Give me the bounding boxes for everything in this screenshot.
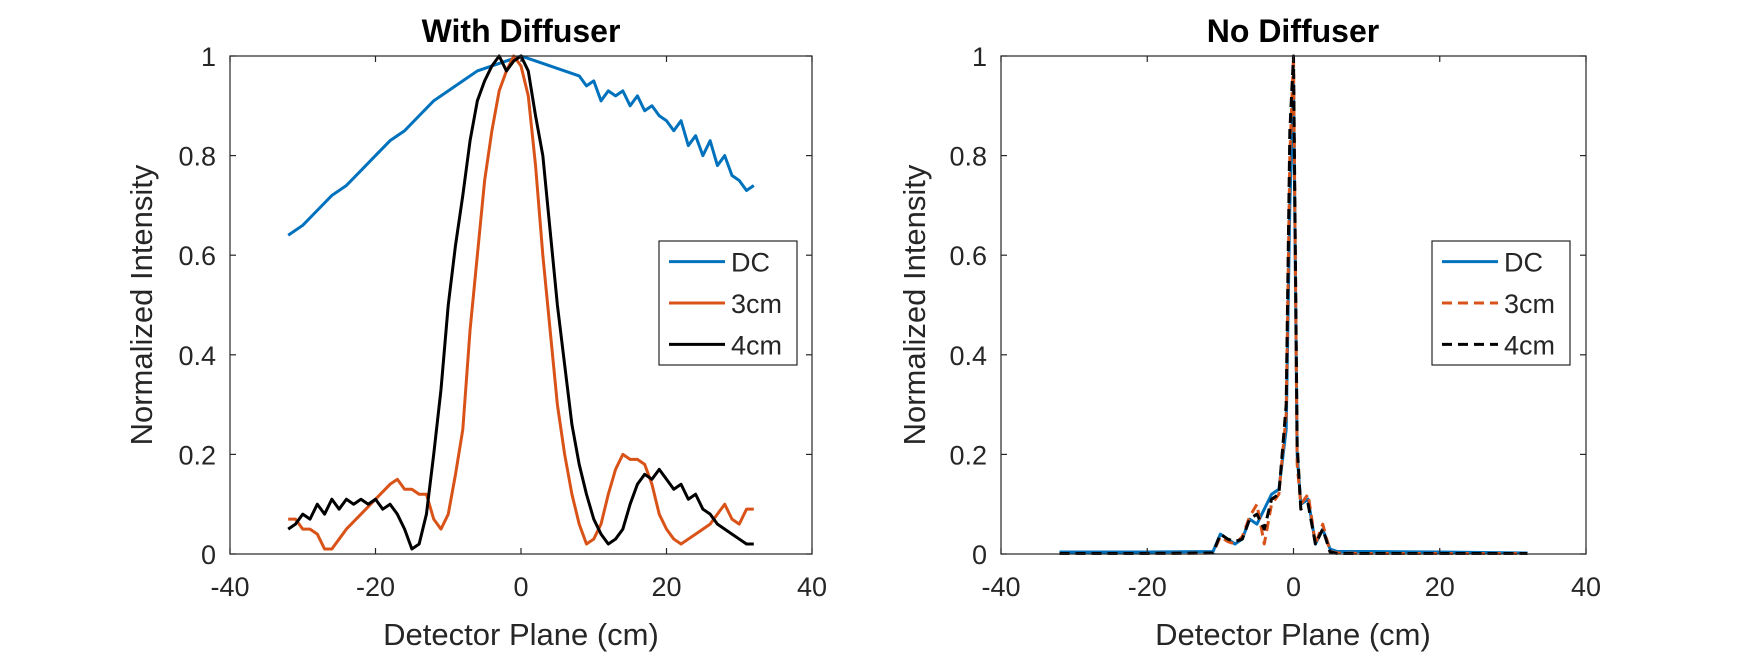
y-tick-label: 0.2 xyxy=(178,440,216,470)
chart-title: With Diffuser xyxy=(422,13,621,49)
y-tick-label: 1 xyxy=(201,42,216,72)
y-tick-label: 0.6 xyxy=(949,241,987,271)
y-tick-label: 0.6 xyxy=(178,241,216,271)
x-tick-label: 0 xyxy=(1286,572,1301,602)
legend-label: 4cm xyxy=(1504,330,1555,360)
y-axis-label: Normalized Intensity xyxy=(897,164,932,445)
chart-title: No Diffuser xyxy=(1207,13,1379,49)
x-tick-label: 0 xyxy=(513,572,528,602)
y-tick-label: 0.4 xyxy=(178,341,216,371)
y-tick-label: 0.8 xyxy=(178,142,216,172)
x-axis-label: Detector Plane (cm) xyxy=(383,617,659,652)
x-tick-label: -40 xyxy=(981,572,1020,602)
legend-label: DC xyxy=(731,248,770,278)
y-tick-label: 0.4 xyxy=(949,341,987,371)
y-tick-label: 0.8 xyxy=(949,142,987,172)
x-axis-label: Detector Plane (cm) xyxy=(1155,617,1431,652)
series-line-1 xyxy=(288,54,754,551)
x-tick-label: 20 xyxy=(651,572,681,602)
plot-lines xyxy=(1059,54,1528,555)
x-tick-label: 40 xyxy=(1571,572,1601,602)
axis-ticks: -40 -20 0 20 40 0 0.2 0.4 0.6 0.8 1 xyxy=(178,42,827,602)
legend-label: DC xyxy=(1504,248,1543,278)
y-tick-label: 1 xyxy=(972,42,987,72)
legend-label: 3cm xyxy=(731,289,782,319)
series-line-0 xyxy=(287,54,755,237)
x-tick-label: 40 xyxy=(797,572,827,602)
y-tick-label: 0.2 xyxy=(949,440,987,470)
series-line-2 xyxy=(1059,54,1528,555)
chart-no-diffuser: -40 -20 0 20 40 0 0.2 0.4 0.6 0.8 1 No Diffuser De… xyxy=(897,13,1601,652)
x-tick-label: -40 xyxy=(210,572,249,602)
legend-label: 4cm xyxy=(731,330,782,360)
x-tick-label: -20 xyxy=(356,572,395,602)
x-tick-label: -20 xyxy=(1128,572,1167,602)
axis-ticks: -40 -20 0 20 40 0 0.2 0.4 0.6 0.8 1 xyxy=(949,42,1601,602)
series-line-1 xyxy=(1059,54,1528,555)
y-axis-label: Normalized Intensity xyxy=(124,164,159,445)
x-tick-label: 20 xyxy=(1425,572,1455,602)
y-tick-label: 0 xyxy=(972,540,987,570)
legend: DC 3cm 4cm xyxy=(658,240,798,366)
y-tick-label: 0 xyxy=(201,540,216,570)
legend-label: 3cm xyxy=(1504,289,1555,319)
legend: DC 3cm 4cm xyxy=(1431,240,1571,366)
